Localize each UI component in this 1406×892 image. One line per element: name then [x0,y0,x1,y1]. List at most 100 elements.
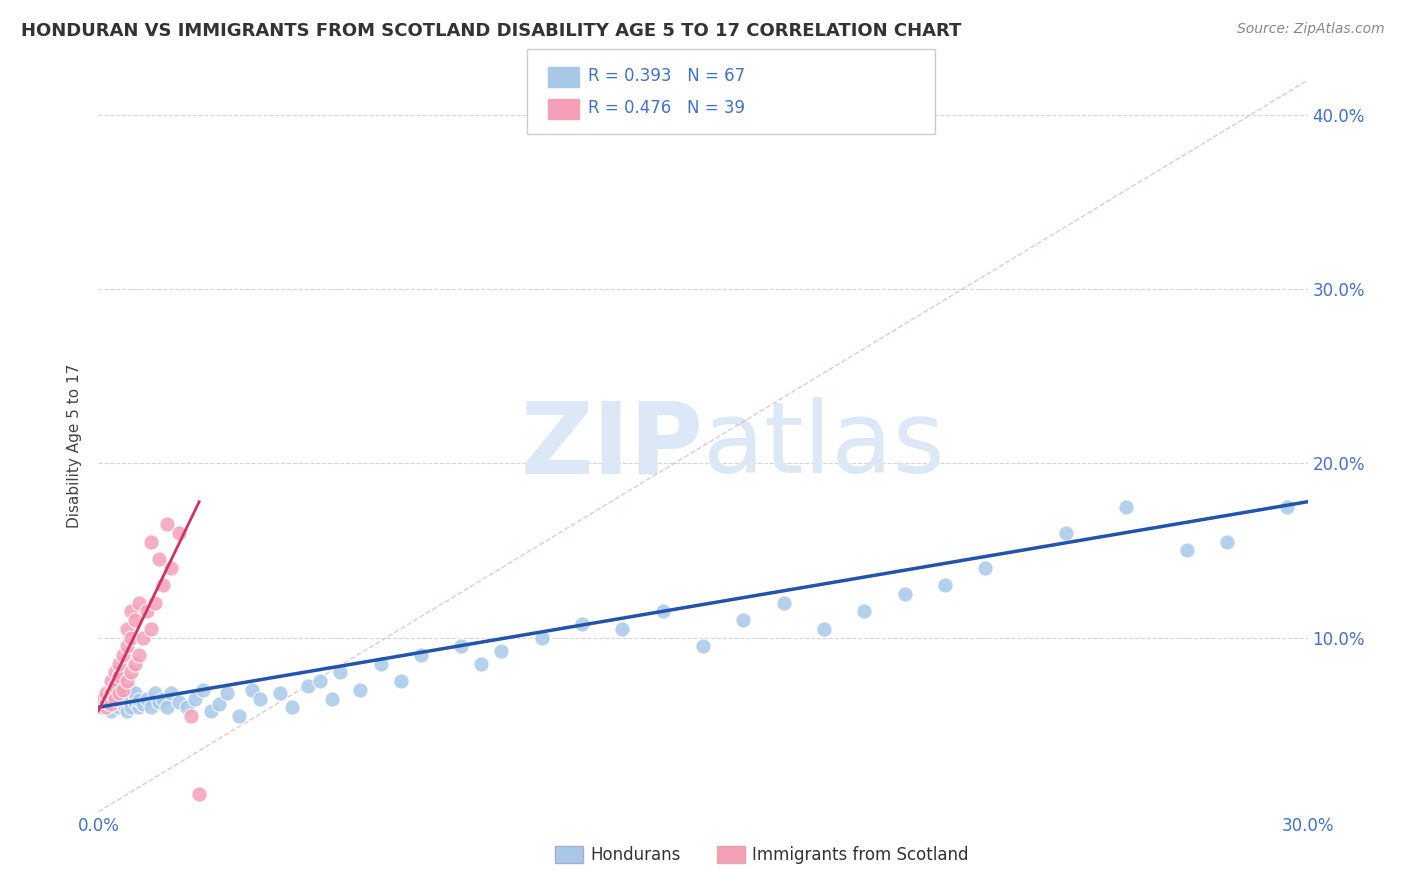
Point [111,648,134,662]
Point [100,704,122,718]
Point [297,679,319,693]
Point [135,691,157,706]
Point [733,613,755,627]
Point [612,622,634,636]
Point [450,640,472,654]
Point [100,686,122,700]
Point [193,682,215,697]
Point [160,561,183,575]
Point [1175,543,1198,558]
Point [329,665,352,680]
Point [128,596,150,610]
Point [269,686,291,700]
Point [103,682,125,697]
Point [491,644,513,658]
Point [120,604,142,618]
Point [91,697,114,711]
Point [107,669,129,683]
Point [974,561,997,575]
Point [120,682,142,697]
Point [813,622,835,636]
Point [143,596,166,610]
Point [120,631,142,645]
Point [692,640,714,654]
Point [96,691,118,706]
Point [111,682,134,697]
Point [96,700,118,714]
Point [530,631,553,645]
Point [1277,500,1299,514]
Point [853,604,876,618]
Point [96,700,118,714]
Point [349,682,371,697]
Point [107,686,129,700]
Point [321,691,343,706]
Point [132,631,155,645]
Point [309,674,332,689]
Point [139,534,162,549]
Point [111,686,134,700]
Point [107,690,129,704]
Text: Immigrants from Scotland: Immigrants from Scotland [752,846,969,863]
Point [103,691,125,706]
Point [124,686,146,700]
Point [208,697,231,711]
Point [115,674,138,689]
Point [148,552,170,566]
Point [1054,526,1077,541]
Text: ZIP: ZIP [520,398,703,494]
Y-axis label: Disability Age 5 to 17: Disability Age 5 to 17 [67,364,83,528]
Point [152,578,174,592]
Point [281,700,304,714]
Point [91,700,114,714]
Point [135,604,157,618]
Point [103,695,125,709]
Point [91,691,114,706]
Point [217,686,239,700]
Point [100,674,122,689]
Point [167,526,190,541]
Point [1216,534,1239,549]
Point [100,686,122,700]
Point [111,697,134,711]
Text: R = 0.476   N = 39: R = 0.476 N = 39 [588,99,745,117]
Point [115,622,138,636]
Point [128,693,150,707]
Point [115,640,138,654]
Point [143,686,166,700]
Text: HONDURAN VS IMMIGRANTS FROM SCOTLAND DISABILITY AGE 5 TO 17 CORRELATION CHART: HONDURAN VS IMMIGRANTS FROM SCOTLAND DIS… [21,22,962,40]
Point [148,695,170,709]
Point [409,648,432,662]
Point [152,691,174,706]
Point [103,665,125,680]
Point [772,596,794,610]
Point [156,517,179,532]
Point [139,622,162,636]
Text: R = 0.393   N = 67: R = 0.393 N = 67 [588,67,745,85]
Point [934,578,956,592]
Point [115,691,138,706]
Point [249,691,271,706]
Point [96,695,118,709]
Point [389,674,412,689]
Point [188,787,211,801]
Point [139,700,162,714]
Point [132,697,155,711]
Point [128,700,150,714]
Point [240,682,263,697]
Point [124,657,146,671]
Point [120,665,142,680]
Point [167,695,190,709]
Point [128,648,150,662]
Point [124,613,146,627]
Point [200,704,222,718]
Point [120,700,142,714]
Text: Source: ZipAtlas.com: Source: ZipAtlas.com [1237,22,1385,37]
Point [103,679,125,693]
Point [571,616,593,631]
Point [124,695,146,709]
Point [115,704,138,718]
Point [107,700,129,714]
Point [1115,500,1137,514]
Point [370,657,392,671]
